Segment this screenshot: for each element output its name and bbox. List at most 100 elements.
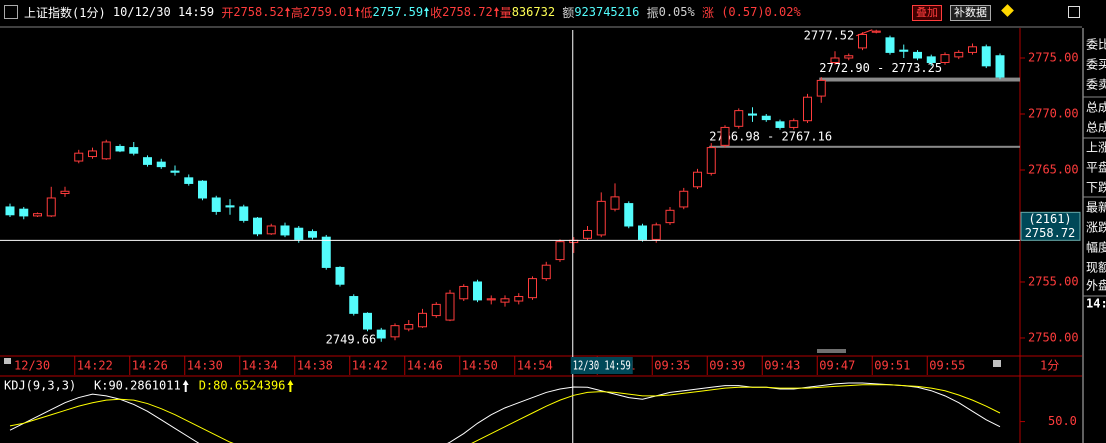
x-tick-label: 09:35 (654, 359, 690, 373)
up-arrow (493, 7, 499, 17)
x-tick-label: 14:42 (352, 359, 388, 373)
legend-name: K: (94, 379, 108, 393)
candle-body (431, 303, 441, 317)
menu-icon[interactable] (4, 5, 18, 19)
lock-icon[interactable] (993, 360, 1001, 367)
legend-name: D: (199, 379, 213, 393)
candle-body (748, 113, 757, 116)
x-tick-label: 09:39 (709, 359, 745, 373)
candle-body (789, 120, 799, 128)
candle-body (46, 197, 56, 217)
sidebar-label: 现额 (1086, 261, 1106, 275)
candle-body (638, 225, 647, 240)
candle-body (885, 37, 895, 53)
field-value: 836732 (511, 5, 556, 19)
up-arrow (354, 7, 360, 17)
candle-body (280, 225, 290, 236)
candle-body (899, 49, 909, 52)
sidebar-label: 外盘 (1086, 278, 1106, 293)
candle-body (184, 177, 194, 184)
window-button[interactable] (1068, 6, 1080, 18)
instrument-name: 上证指数(1分) (24, 5, 106, 20)
candle-body (19, 208, 29, 217)
field-value: 2757.59 (372, 5, 424, 19)
candle-body (816, 79, 826, 97)
x-tick-label: 14:38 (297, 359, 333, 373)
legend-value: 90.2861011 (108, 379, 180, 393)
candle-body (74, 152, 84, 162)
field-label: 涨 (701, 5, 714, 20)
candle-body (844, 55, 854, 59)
candle-body (541, 264, 551, 280)
candle-body (101, 141, 111, 160)
candle-body (349, 296, 359, 314)
y-tick-label: 2755.00 (1028, 274, 1079, 288)
candle-body (390, 325, 400, 338)
candle-body (528, 278, 537, 299)
sidebar-label: 上涨 (1086, 140, 1106, 155)
candle-body (761, 115, 771, 121)
up-arrow (284, 7, 290, 17)
button[interactable]: 补数据 (950, 5, 991, 21)
candle-body (858, 33, 867, 49)
x-tick-label: 09:55 (929, 359, 965, 373)
sidebar-label: 委比 (1086, 38, 1106, 52)
x-tick-label: 14:54 (517, 359, 553, 373)
candle-body (308, 231, 317, 238)
crosshair-box (1020, 211, 1081, 241)
candle-body (981, 46, 991, 67)
y-tick-label: 50.0 (1048, 414, 1077, 428)
x-tick-label: 14:50 (462, 359, 498, 373)
legend-value: 80.6524396 (213, 379, 285, 393)
field-label: 额 (562, 5, 575, 20)
field-label: 收 (430, 5, 443, 20)
sidebar-label: 总成 (1086, 121, 1106, 135)
gap-label: 2766.98 - 2767.16 (709, 129, 832, 143)
field-label: 低 (360, 5, 373, 20)
diamond-icon[interactable] (1001, 4, 1014, 17)
candle-body (115, 145, 125, 152)
gap-label: 2772.90 - 2773.25 (819, 61, 942, 75)
x-tick-label: 09:47 (819, 359, 855, 373)
candle-body (335, 266, 345, 285)
candle-body (720, 126, 730, 146)
field-value: 2759.01 (302, 5, 354, 19)
candle-body (555, 241, 565, 261)
field-value: 2758.72 (442, 5, 493, 19)
candle-body (995, 55, 1005, 78)
lock-icon[interactable] (4, 358, 11, 364)
candle-body (143, 157, 152, 165)
candle-body (871, 30, 881, 33)
scrollbar[interactable] (817, 349, 846, 353)
indicator-title: KDJ(9,3,3) (4, 379, 76, 393)
legend-arrow (287, 380, 294, 392)
gap-band (709, 145, 1020, 148)
x-tick-label: 14:26 (132, 359, 168, 373)
candle-body (775, 121, 785, 128)
datetime: 10/12/30 14:59 (112, 5, 215, 19)
candle-body (734, 110, 744, 127)
candle-body (5, 206, 15, 216)
header: 上证指数(1分) 10/12/30 14:59 开 2758.52 高 2759.0… (0, 0, 1106, 24)
sidebar-label: 委买 (1086, 58, 1106, 72)
sidebar-label: 14:5 (1086, 297, 1106, 311)
candle-body (404, 324, 414, 330)
candle-body (926, 56, 936, 63)
high-label: 2777.52 (804, 28, 855, 42)
candle-body (830, 57, 840, 63)
candle-body (940, 54, 950, 63)
sidebar-label: 最新 (1086, 200, 1106, 215)
candle-body (198, 180, 207, 199)
candle-body (459, 285, 469, 300)
sidebar-label: 平盘 (1086, 160, 1106, 175)
candle-body (239, 206, 249, 221)
button[interactable]: 叠加 (912, 5, 942, 21)
sidebar-label: 下跌 (1086, 180, 1106, 195)
candle-body (968, 46, 977, 53)
candle-body (376, 329, 386, 339)
candle-body (33, 213, 42, 217)
x-tick-label: 09:51 (874, 359, 910, 373)
crosshair-volume: (2161) (1028, 212, 1071, 226)
